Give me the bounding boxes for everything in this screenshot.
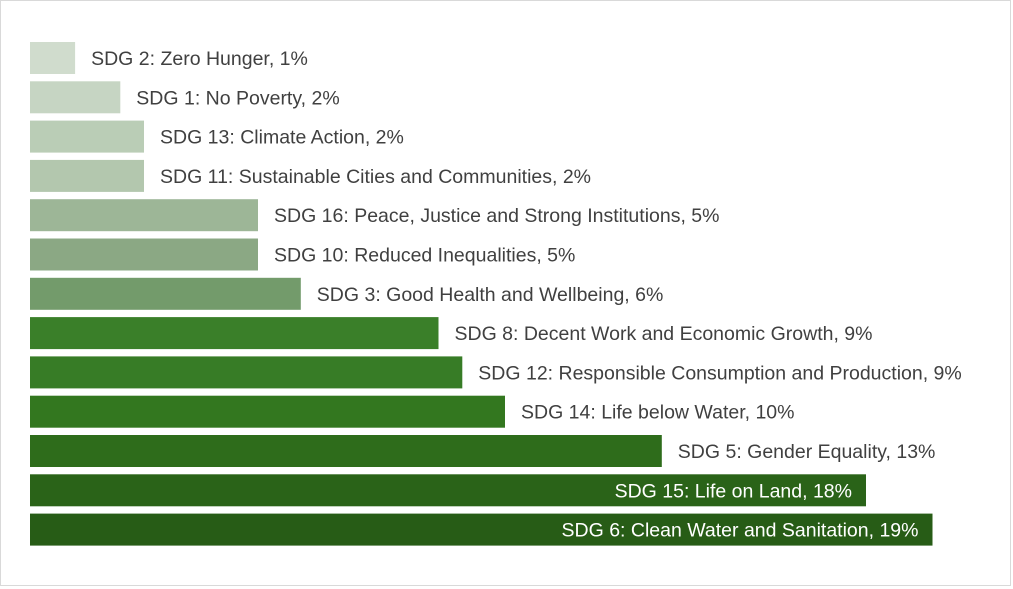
bar-08 (30, 317, 439, 350)
bar-11 (30, 435, 662, 467)
bar-label-11: SDG 5: Gender Equality, 13% (678, 441, 936, 463)
bar-label-13: SDG 6: Clean Water and Sanitation, 19% (562, 520, 919, 542)
bar-03 (30, 120, 144, 153)
bar-label-06: SDG 10: Reduced Inequalities, 5% (274, 245, 575, 267)
bar-10 (30, 395, 505, 428)
bar-06 (30, 238, 258, 271)
bar-label-10: SDG 14: Life below Water, 10% (521, 402, 795, 424)
bar-label-01: SDG 2: Zero Hunger, 1% (91, 48, 308, 70)
bar-label-09: SDG 12: Responsible Consumption and Prod… (478, 362, 961, 384)
bar-12 (30, 474, 866, 507)
bar-07 (30, 277, 301, 310)
bar-02 (30, 81, 121, 114)
bar-04 (30, 159, 144, 192)
bar-01 (30, 42, 76, 74)
bar-label-05: SDG 16: Peace, Justice and Strong Instit… (274, 205, 720, 227)
bar-label-03: SDG 13: Climate Action, 2% (160, 127, 404, 149)
bar-label-04: SDG 11: Sustainable Cities and Communiti… (160, 166, 591, 188)
bar-05 (30, 199, 258, 232)
bar-label-07: SDG 3: Good Health and Wellbeing, 6% (317, 284, 664, 306)
bar-label-02: SDG 1: No Poverty, 2% (136, 87, 339, 109)
bar-13 (30, 513, 933, 546)
bar-label-12: SDG 15: Life on Land, 18% (615, 480, 852, 502)
bar-09 (30, 356, 463, 389)
bar-label-08: SDG 8: Decent Work and Economic Growth, … (455, 323, 873, 345)
